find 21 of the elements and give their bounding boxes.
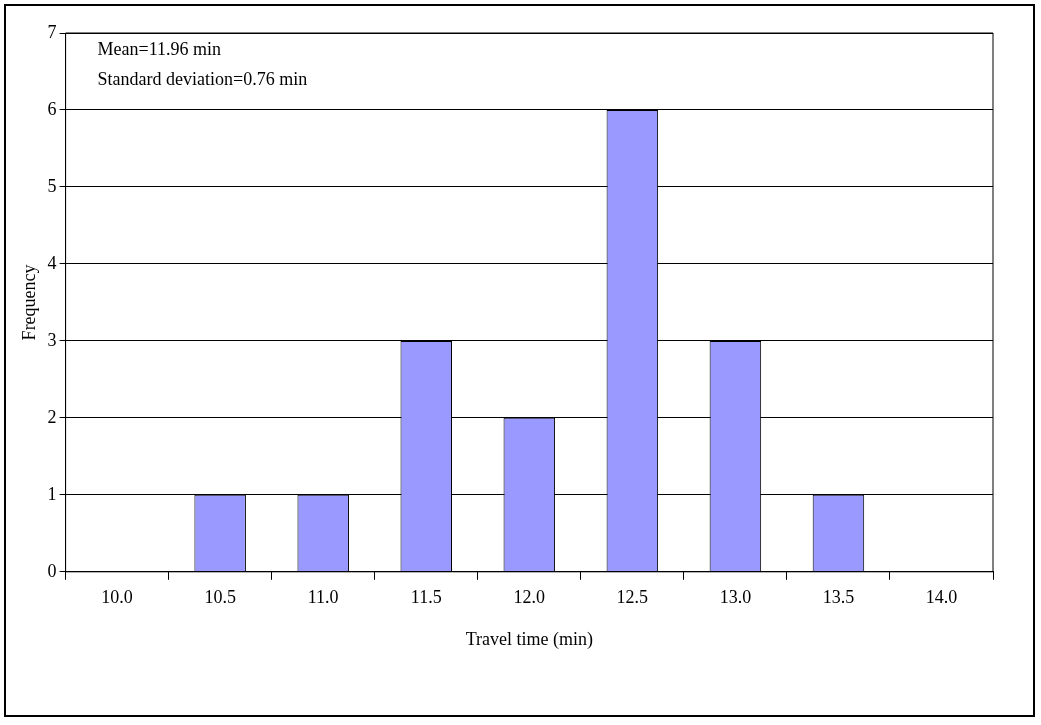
x-tick-label: 11.5 xyxy=(410,587,442,608)
y-tick-label: 6 xyxy=(47,98,57,119)
x-axis-title: Travel time (min) xyxy=(465,628,593,650)
annotation: Mean=11.96 min xyxy=(97,38,222,59)
x-tick-label: 13.5 xyxy=(822,587,855,608)
x-tick-label: 12.5 xyxy=(616,587,649,608)
x-tick-label: 14.0 xyxy=(925,587,958,608)
y-tick-label: 3 xyxy=(47,329,57,350)
x-tick-label: 10.0 xyxy=(101,587,133,608)
x-tick-label: 13.0 xyxy=(719,587,752,608)
y-tick-label: 7 xyxy=(47,21,57,42)
y-tick-label: 1 xyxy=(47,483,57,504)
x-tick-label: 12.0 xyxy=(513,587,546,608)
y-axis-title: Frequency xyxy=(18,264,39,341)
y-tick-label: 2 xyxy=(47,406,57,427)
y-tick-label: 5 xyxy=(47,175,57,196)
x-tick-label: 11.0 xyxy=(307,587,339,608)
y-tick-label: 4 xyxy=(47,252,57,273)
y-tick-label: 0 xyxy=(47,560,57,581)
annotation: Standard deviation=0.76 min xyxy=(97,68,308,89)
x-tick-label: 10.5 xyxy=(204,587,236,608)
